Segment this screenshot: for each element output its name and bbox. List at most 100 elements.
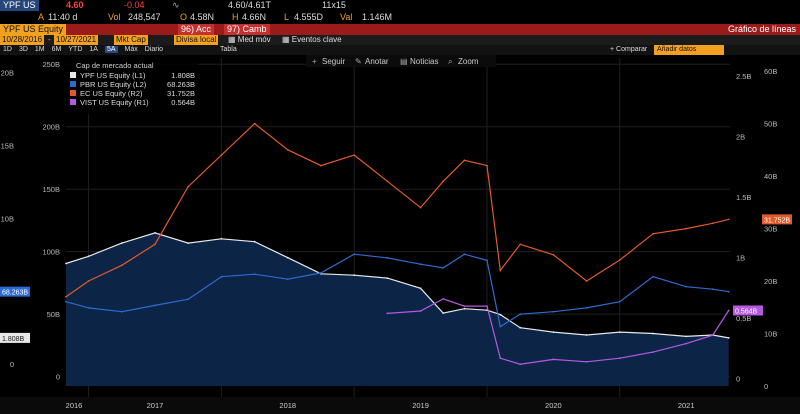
low-label: L (284, 12, 290, 22)
ypf-point (552, 331, 555, 333)
zoom-button[interactable]: Zoom (458, 57, 479, 66)
ec-point (585, 280, 588, 282)
axis-r2-tick: 60B (764, 67, 777, 76)
pbr-current-value: 68.263B (2, 290, 28, 297)
news-button[interactable]: Noticias (410, 57, 438, 66)
ypf-point (87, 255, 90, 258)
range-1d[interactable]: 1D (3, 46, 12, 53)
x-tick-label: 2021 (678, 401, 695, 410)
settings-bar: 10/28/2016 - 10/27/2021 Mkt Cap Divisa l… (0, 35, 800, 45)
grid-icon: ▦ (282, 35, 292, 44)
axis-l1-tick: 20B (1, 69, 14, 78)
sparkline-icon: ∿ (172, 0, 180, 10)
range-1a[interactable]: 1A (89, 46, 98, 53)
pbr-point (685, 285, 688, 288)
ec-point (486, 164, 488, 167)
ec-point (353, 154, 356, 157)
vist-legend-name: VIST US Equity (R1) (80, 98, 149, 107)
time-label: A (38, 12, 45, 22)
x-axis-band (0, 397, 800, 414)
key-events-toggle[interactable]: ▦ Eventos clave (282, 35, 342, 45)
currency-selector[interactable]: Divisa local (174, 35, 219, 45)
pbr-point (463, 253, 466, 256)
ec-point (154, 243, 156, 246)
follow-icon: + (312, 57, 317, 66)
ec-point (65, 295, 67, 298)
vist-line (387, 298, 730, 365)
ec-point (386, 180, 389, 183)
date-to-input[interactable]: 10/27/2021 (54, 35, 99, 45)
axis-r2-tick: 0 (764, 382, 768, 391)
ec-point (87, 280, 90, 282)
vist-point (727, 309, 730, 312)
follow-button[interactable]: Seguir (322, 57, 345, 66)
range-1m[interactable]: 1M (34, 46, 45, 53)
ec-legend-value: 31.752B (167, 89, 195, 98)
ypf-point (499, 313, 502, 316)
pbr-point (552, 310, 555, 313)
volume-label: Vol (108, 12, 121, 22)
axis-r1-tick: 2B (736, 133, 745, 142)
actions-button[interactable]: 96) Acc (178, 24, 215, 35)
security-field[interactable]: YPF US Equity (0, 24, 67, 35)
vist-point (585, 360, 588, 363)
ypf-point (585, 334, 588, 336)
moving-average-toggle[interactable]: ▦ Med móv (228, 35, 271, 45)
axis-l1-tick: 15B (1, 141, 14, 150)
pbr-point (120, 310, 123, 313)
vist-point (463, 305, 466, 307)
table-button[interactable]: Tabla (220, 46, 237, 53)
low-value: 4.555D (294, 12, 324, 22)
price-change: -0.04 (124, 0, 145, 10)
time-value: 11:40 d (48, 12, 78, 22)
ec-point (519, 243, 522, 246)
ypf-current-value: 1.808B (2, 336, 25, 343)
axis-l1-tick: 10B (1, 214, 14, 223)
axis-l1-tick: 0 (10, 360, 14, 369)
ec-point (463, 159, 466, 162)
range-5a[interactable]: 5A (104, 46, 118, 53)
stats-bar: A 11:40 d Vol 248,547 O 4.58N H 4.66N L … (0, 11, 800, 24)
pbr-point (320, 272, 322, 274)
ec-point (711, 222, 714, 225)
field-selector[interactable]: Mkt Cap (114, 35, 148, 45)
change-button[interactable]: 97) Camb (224, 24, 270, 35)
vist-current-value: 0.564B (735, 308, 758, 315)
value-label: Val (340, 12, 353, 22)
axis-r2-tick: 40B (764, 172, 777, 181)
vist-current-badge (733, 305, 763, 316)
pbr-point (585, 307, 588, 309)
ec-point (286, 148, 289, 151)
add-data-input[interactable]: Añadir datos (654, 45, 724, 55)
range-ytd[interactable]: YTD (68, 46, 83, 53)
ticker[interactable]: YPF US (0, 0, 39, 11)
bid-ask-size: 11x15 (322, 0, 346, 10)
date-from-input[interactable]: 10/28/2016 (0, 35, 45, 45)
pbr-point (220, 275, 223, 278)
compare-button[interactable]: + Comparar (610, 45, 647, 55)
ec-legend-swatch (70, 90, 76, 96)
ec-point (652, 232, 654, 235)
range-max[interactable]: Máx (124, 46, 138, 53)
annotate-button[interactable]: Anotar (365, 57, 389, 66)
frequency-selector[interactable]: Diario (144, 46, 164, 53)
ec-current-value: 31.752B (764, 217, 790, 224)
ec-point (442, 180, 445, 183)
range-6m[interactable]: 6M (51, 46, 62, 53)
ec-point (220, 154, 223, 157)
vist-legend-swatch (70, 99, 76, 105)
x-tick-label: 2018 (279, 401, 296, 410)
grid-icon: ▦ (228, 35, 238, 44)
ec-point (499, 269, 502, 272)
pbr-legend-name: PBR US Equity (L2) (80, 80, 147, 89)
ypf-point (187, 242, 190, 245)
ypf-point (353, 274, 356, 277)
range-3d[interactable]: 3D (18, 46, 28, 53)
axis-l2-tick: 0 (56, 373, 60, 382)
ypf-point (442, 312, 445, 314)
chart-type-title: Gráfico de líneas (727, 24, 796, 34)
volume-value: 248,547 (128, 12, 161, 22)
high-label: H (232, 12, 239, 22)
ec-point (320, 164, 322, 167)
